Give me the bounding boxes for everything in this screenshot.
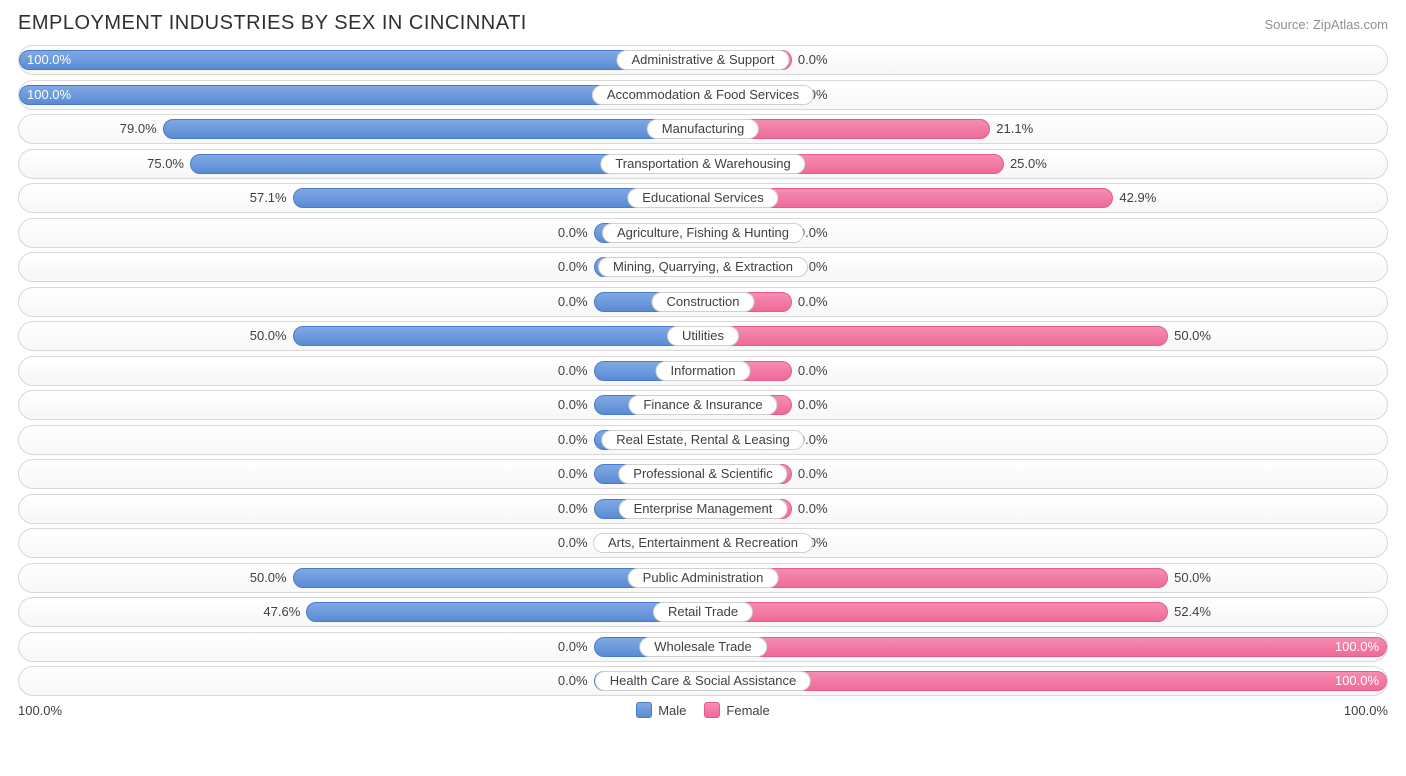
chart-row: 0.0%0.0%Arts, Entertainment & Recreation (18, 528, 1388, 558)
category-label: Agriculture, Fishing & Hunting (602, 223, 804, 243)
chart-row: 0.0% 0.0% Construction (18, 287, 1388, 317)
male-value-label: 0.0% (558, 288, 594, 316)
male-value-label: 0.0% (558, 426, 594, 454)
legend-item-male: Male (636, 702, 686, 718)
chart-row: 57.1% 42.9% Educational Services (18, 183, 1388, 213)
category-label: Real Estate, Rental & Leasing (601, 430, 804, 450)
female-value-label: 0.0% (792, 46, 828, 74)
axis-right-label: 100.0% (1344, 703, 1388, 718)
male-value-label: 47.6% (263, 598, 306, 626)
chart-row: 0.0%0.0%Professional & Scientific (18, 459, 1388, 489)
male-value-label: 50.0% (250, 322, 293, 350)
male-value-label: 0.0% (558, 460, 594, 488)
chart-row: 0.0% 0.0% Information (18, 356, 1388, 386)
female-value-label: 0.0% (792, 288, 828, 316)
male-value-label: 100.0% (19, 50, 79, 70)
female-value-label: 0.0% (792, 495, 828, 523)
male-value-label: 0.0% (558, 495, 594, 523)
chart-row: 0.0% 100.0% Wholesale Trade (18, 632, 1388, 662)
female-value-label: 100.0% (1327, 671, 1387, 691)
category-label: Information (655, 361, 750, 381)
category-label: Accommodation & Food Services (592, 85, 814, 105)
female-bar (703, 602, 1168, 622)
legend-item-female: Female (704, 702, 769, 718)
female-bar (703, 326, 1168, 346)
chart-row: 0.0%0.0%Enterprise Management (18, 494, 1388, 524)
male-value-label: 0.0% (558, 391, 594, 419)
category-label: Finance & Insurance (628, 395, 777, 415)
chart-footer: 100.0% Male Female 100.0% (18, 702, 1388, 718)
female-value-label: 25.0% (1004, 150, 1047, 178)
female-value-label: 50.0% (1168, 564, 1211, 592)
female-value-label: 50.0% (1168, 322, 1211, 350)
female-value-label: 100.0% (1327, 637, 1387, 657)
male-value-label: 50.0% (250, 564, 293, 592)
female-value-label: 0.0% (792, 460, 828, 488)
category-label: Health Care & Social Assistance (595, 671, 811, 691)
legend-swatch-female (704, 702, 720, 718)
category-label: Enterprise Management (619, 499, 788, 519)
category-label: Utilities (667, 326, 739, 346)
chart-row: 0.0%0.0%Agriculture, Fishing & Hunting (18, 218, 1388, 248)
axis-left-label: 100.0% (18, 703, 62, 718)
male-bar (293, 326, 703, 346)
category-label: Professional & Scientific (618, 464, 787, 484)
male-bar (306, 602, 703, 622)
female-value-label: 0.0% (792, 391, 828, 419)
male-value-label: 75.0% (147, 150, 190, 178)
category-label: Construction (652, 292, 755, 312)
chart-legend: Male Female (636, 702, 770, 718)
female-value-label: 42.9% (1113, 184, 1156, 212)
male-bar (19, 50, 703, 70)
chart-row: 100.0% 0.0%Administrative & Support (18, 45, 1388, 75)
male-value-label: 0.0% (558, 357, 594, 385)
category-label: Public Administration (628, 568, 779, 588)
chart-area: 100.0%0.0%Administrative & Support100.0%… (18, 45, 1388, 696)
male-value-label: 79.0% (120, 115, 163, 143)
male-value-label: 0.0% (558, 667, 594, 695)
male-value-label: 0.0% (558, 253, 594, 281)
chart-row: 0.0% 0.0% Finance & Insurance (18, 390, 1388, 420)
category-label: Manufacturing (647, 119, 759, 139)
male-bar (163, 119, 703, 139)
category-label: Administrative & Support (616, 50, 789, 70)
category-label: Educational Services (627, 188, 778, 208)
chart-row: 50.0% 50.0% Public Administration (18, 563, 1388, 593)
chart-row: 0.0%0.0%Mining, Quarrying, & Extraction (18, 252, 1388, 282)
female-value-label: 52.4% (1168, 598, 1211, 626)
chart-row: 100.0%0.0%Accommodation & Food Services (18, 80, 1388, 110)
legend-label-male: Male (658, 703, 686, 718)
category-label: Mining, Quarrying, & Extraction (598, 257, 808, 277)
chart-row: 75.0% 25.0% Transportation & Warehousing (18, 149, 1388, 179)
chart-row: 79.0% 21.1% Manufacturing (18, 114, 1388, 144)
category-label: Arts, Entertainment & Recreation (593, 533, 813, 553)
legend-swatch-male (636, 702, 652, 718)
chart-row: 50.0% 50.0% Utilities (18, 321, 1388, 351)
category-label: Transportation & Warehousing (600, 154, 805, 174)
chart-header: EMPLOYMENT INDUSTRIES BY SEX IN CINCINNA… (18, 12, 1388, 35)
chart-row: 0.0% 100.0% Health Care & Social Assistanc… (18, 666, 1388, 696)
male-value-label: 0.0% (558, 529, 594, 557)
female-value-label: 21.1% (990, 115, 1033, 143)
male-value-label: 100.0% (19, 85, 79, 105)
category-label: Retail Trade (653, 602, 753, 622)
chart-row: 47.6% 52.4% Retail Trade (18, 597, 1388, 627)
male-value-label: 0.0% (558, 219, 594, 247)
female-bar (703, 637, 1387, 657)
male-value-label: 0.0% (558, 633, 594, 661)
female-value-label: 0.0% (792, 357, 828, 385)
legend-label-female: Female (726, 703, 769, 718)
chart-source: Source: ZipAtlas.com (1264, 17, 1388, 32)
chart-row: 0.0%0.0%Real Estate, Rental & Leasing (18, 425, 1388, 455)
category-label: Wholesale Trade (639, 637, 767, 657)
male-value-label: 57.1% (250, 184, 293, 212)
chart-title: EMPLOYMENT INDUSTRIES BY SEX IN CINCINNA… (18, 12, 527, 35)
